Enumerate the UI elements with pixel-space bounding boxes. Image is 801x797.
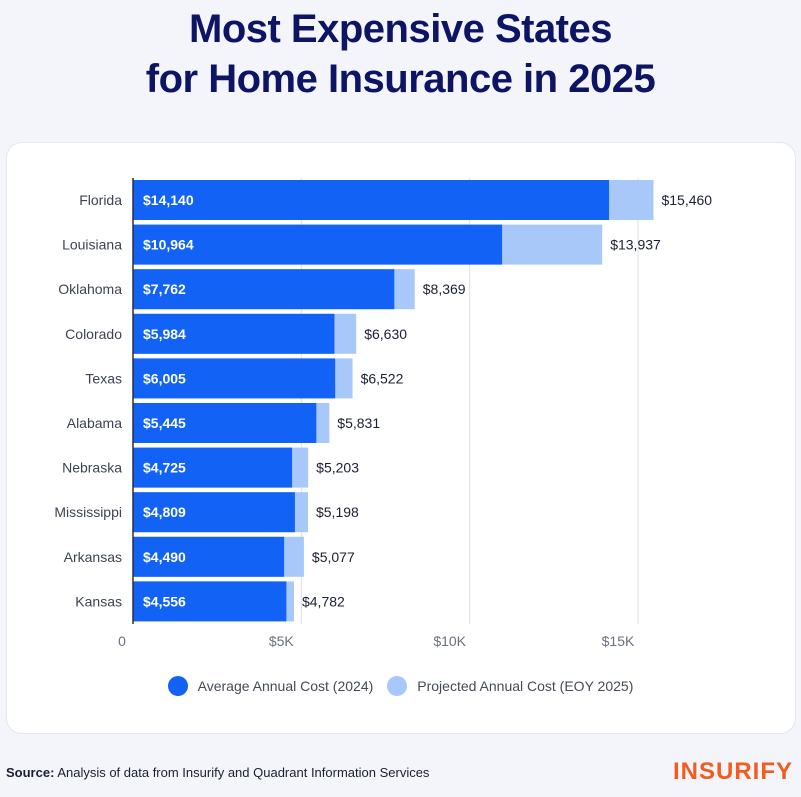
data-label-average: $5,445 [143,415,186,431]
bar-average [133,403,317,443]
bar-average [133,313,335,354]
data-label-projected: $5,077 [312,549,355,565]
bar-chart: 0 $5K $10K $15K Florida $14,140 $15,460 Louisia… [54,178,712,649]
legend-label-projected: Projected Annual Cost (EOY 2025) [417,678,634,694]
bar-average [133,180,610,220]
x-tick-label: 0 [118,633,126,649]
source-label: Source: [6,765,55,780]
bar-average [133,358,336,399]
data-label-average: $10,964 [143,237,194,253]
x-tick-label: $15K [602,633,635,649]
category-label: Arkansas [64,549,122,565]
data-label-projected: $13,937 [610,237,661,253]
data-label-average: $7,762 [143,281,186,297]
data-label-projected: $15,460 [661,192,712,208]
legend-item-average: Average Annual Cost (2024) [167,676,374,696]
data-label-average: $4,490 [143,549,186,565]
legend-label-average: Average Annual Cost (2024) [197,678,374,694]
source-text: Analysis of data from Insurify and Quadr… [57,765,430,780]
data-label-average: $4,725 [143,460,186,476]
legend-swatch-average [167,676,188,696]
category-label: Alabama [67,415,122,431]
data-label-projected: $8,369 [423,281,466,297]
data-label-average: $4,809 [143,504,186,520]
category-label: Colorado [65,326,122,342]
bar-average [133,581,287,622]
source-note: Source: Analysis of data from Insurify a… [6,765,429,780]
data-label-average: $6,005 [143,370,186,386]
title-line-1: Most Expensive States [189,7,613,51]
x-tick-label: $10K [433,633,466,649]
insurify-logo: INSURIFY [672,758,793,785]
data-label-average: $4,556 [143,593,186,609]
chart-legend: Average Annual Cost (2024) Projected Ann… [0,676,801,696]
data-label-projected: $5,203 [316,460,359,476]
bar-average [133,447,293,488]
data-label-projected: $5,831 [337,415,380,431]
legend-item-projected: Projected Annual Cost (EOY 2025) [387,676,633,696]
category-label: Nebraska [62,460,122,476]
data-label-average: $5,984 [143,326,186,342]
data-label-projected: $6,522 [361,370,404,386]
bar-average [133,224,503,265]
data-label-average: $14,140 [143,192,194,208]
data-label-projected: $5,198 [316,504,359,520]
bar-average [133,536,285,577]
bar-average [133,492,295,533]
data-label-projected: $4,782 [302,593,345,609]
legend-swatch-projected [387,676,408,696]
category-label: Kansas [75,593,122,609]
bar-average [133,269,395,310]
category-label: Florida [79,192,122,208]
category-label: Oklahoma [58,281,122,297]
page-title: Most Expensive States for Home Insurance… [0,4,801,104]
data-label-projected: $6,630 [364,326,407,342]
category-label: Louisiana [62,237,122,253]
category-label: Texas [85,370,122,386]
title-line-2: for Home Insurance in 2025 [145,57,656,101]
x-tick-label: $5K [269,633,295,649]
category-label: Mississippi [54,504,122,520]
